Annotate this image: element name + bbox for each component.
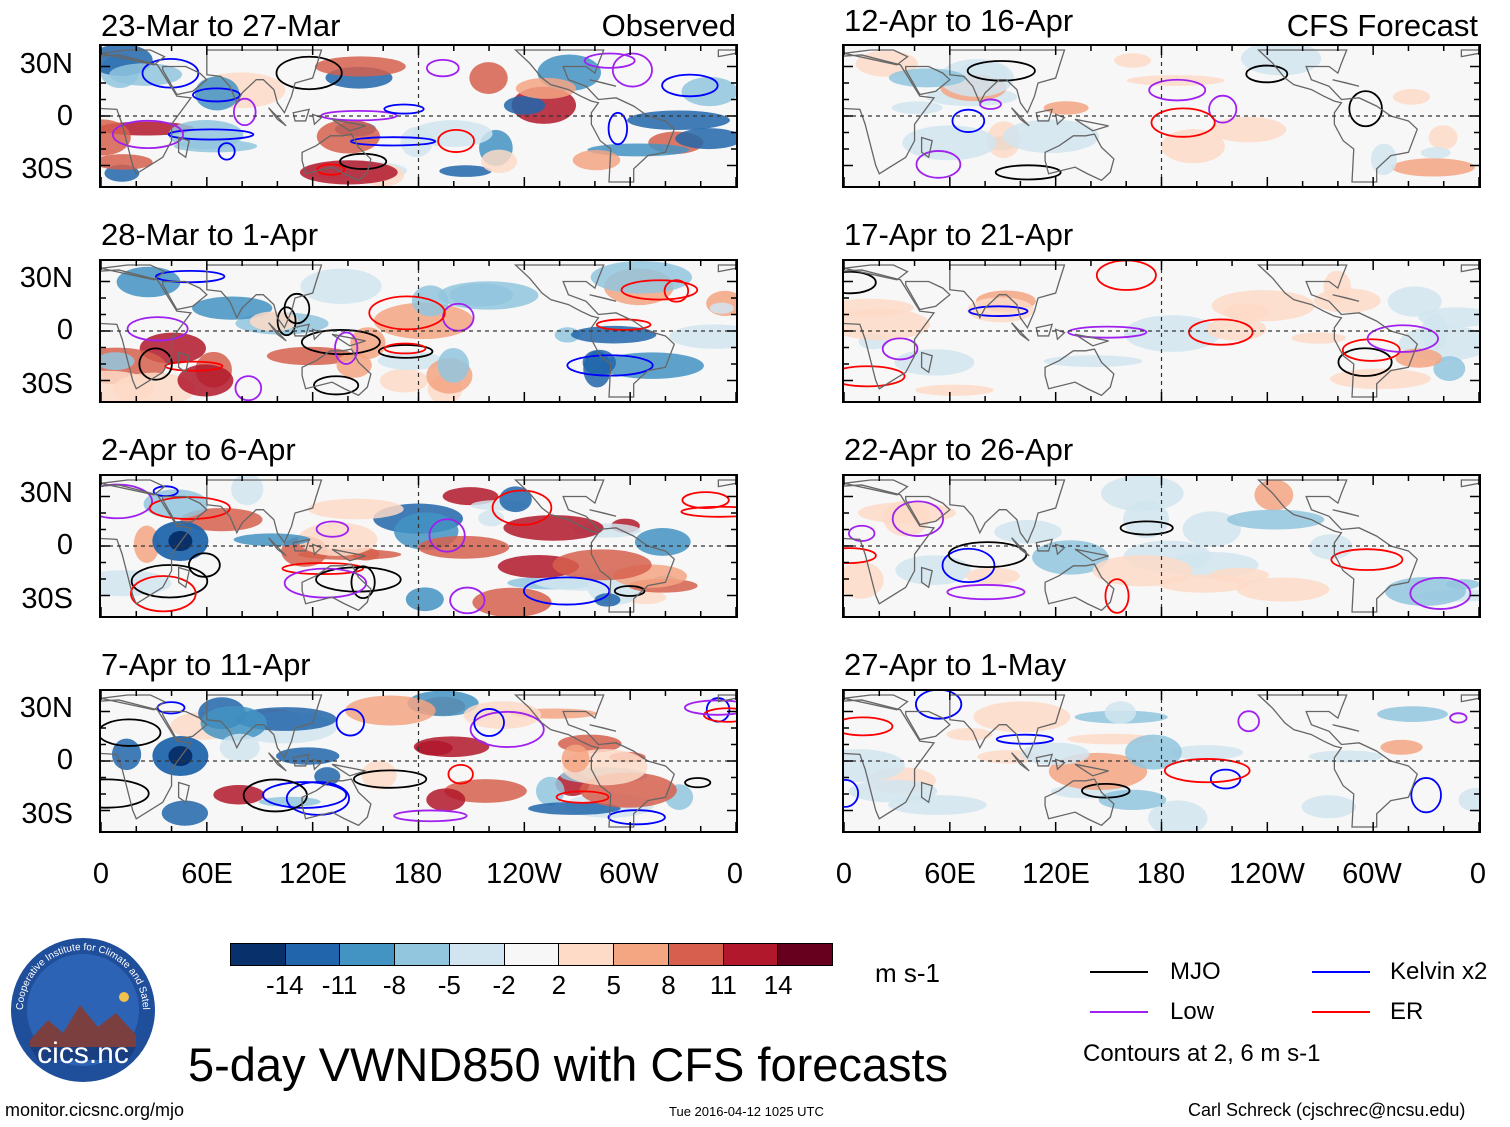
- colorbar-swatch: [449, 944, 505, 965]
- panel-title-fcst-2: 17-Apr to 21-Apr: [844, 217, 1074, 252]
- lon-label: 180: [1136, 858, 1186, 890]
- colorbar-tick-label: 8: [661, 970, 676, 1000]
- lon-label: 0: [1469, 858, 1487, 890]
- colorbar-tick-label: -14: [266, 970, 304, 1000]
- colorbar-tick-label: 14: [763, 970, 793, 1000]
- colorbar-tick-label: 11: [709, 970, 737, 1000]
- colorbar-swatch: [559, 944, 615, 965]
- lat-label-30s: 30S: [21, 368, 73, 400]
- legend-note: Contours at 2, 6 m s-1: [1083, 1040, 1321, 1067]
- lat-label-30n: 30N: [19, 477, 73, 509]
- lon-label: 60W: [1342, 858, 1402, 890]
- map-panel-fcst-4: [842, 689, 1481, 833]
- colorbar-tick-label: 2: [551, 970, 567, 1000]
- lat-label-30n: 30N: [19, 262, 73, 294]
- map-panel-fcst-1: [842, 44, 1481, 188]
- colorbar-swatch: [723, 944, 779, 965]
- colorbar-swatch: [285, 944, 341, 965]
- lon-label: 120E: [1022, 858, 1090, 890]
- colorbar-tick-label: -2: [492, 970, 516, 1000]
- colorbar-swatch: [614, 944, 669, 965]
- colorbar-swatch: [231, 944, 286, 965]
- colorbar-swatch: [668, 944, 724, 965]
- lon-label: 120E: [279, 858, 347, 890]
- legend-label-kelvin: Kelvin x2: [1390, 958, 1488, 985]
- lon-label: 0: [726, 858, 744, 890]
- panel-title-obs-1: 23-Mar to 27-Mar: [101, 8, 341, 43]
- lat-label-30n: 30N: [19, 48, 73, 80]
- map-panel-obs-2: [99, 259, 738, 403]
- lat-label-eq: 0: [56, 314, 73, 346]
- lon-label: 0: [92, 858, 110, 890]
- lon-label: 60E: [924, 858, 976, 890]
- footer-timestamp: Tue 2016-04-12 1025 UTC: [669, 1104, 824, 1119]
- forecast-header: CFS Forecast: [1286, 8, 1478, 43]
- lat-label-30s: 30S: [21, 153, 73, 185]
- lon-label: 60E: [181, 858, 233, 890]
- footer-url: monitor.cicsnc.org/mjo: [5, 1100, 185, 1120]
- lon-label: 60W: [599, 858, 659, 890]
- lat-label-eq: 0: [56, 100, 73, 132]
- map-panel-obs-4: [99, 689, 738, 833]
- lon-label: 180: [393, 858, 443, 890]
- legend-line-kelvin: [1312, 971, 1370, 973]
- colorbar-tick-label: -11: [321, 970, 358, 1000]
- colorbar-swatch: [340, 944, 396, 965]
- map-panel-fcst-2: [842, 259, 1481, 403]
- legend-line-low: [1090, 1011, 1148, 1013]
- logo-text: cics.nc: [37, 1037, 129, 1070]
- colorbar-swatch: [778, 944, 833, 965]
- map-panel-obs-3: [99, 474, 738, 618]
- panel-title-obs-2: 28-Mar to 1-Apr: [101, 217, 319, 252]
- lon-label: 120W: [1229, 858, 1305, 890]
- footer-credit: Carl Schreck (cjschrec@ncsu.edu): [1188, 1100, 1466, 1120]
- panel-title-fcst-1: 12-Apr to 16-Apr: [844, 3, 1074, 38]
- legend-label-mjo: MJO: [1170, 958, 1221, 985]
- legend-label-er: ER: [1390, 998, 1424, 1025]
- lat-label-30s: 30S: [21, 583, 73, 615]
- lat-label-eq: 0: [56, 744, 73, 776]
- lat-label-30n: 30N: [19, 692, 73, 724]
- lat-label-30s: 30S: [21, 798, 73, 830]
- colorbar-tick-label: -5: [437, 970, 461, 1000]
- lat-label-eq: 0: [56, 529, 73, 561]
- observed-header: Observed: [601, 8, 736, 43]
- colorbar-swatch: [504, 944, 560, 965]
- panel-title-obs-3: 2-Apr to 6-Apr: [101, 432, 296, 467]
- legend-label-low: Low: [1170, 998, 1215, 1025]
- map-panel-obs-1: [99, 44, 738, 188]
- lon-label: 0: [835, 858, 853, 890]
- legend-line-er: [1312, 1011, 1370, 1013]
- colorbar-tick-label: -8: [382, 970, 407, 1000]
- panel-title-fcst-3: 22-Apr to 26-Apr: [844, 432, 1074, 467]
- lon-label: 120W: [486, 858, 562, 890]
- legend-line-mjo: [1090, 971, 1148, 973]
- figure-title: 5-day VWND850 with CFS forecasts: [188, 1038, 949, 1091]
- map-panel-fcst-3: [842, 474, 1481, 618]
- colorbar-swatch: [395, 944, 450, 965]
- panel-title-obs-4: 7-Apr to 11-Apr: [101, 647, 311, 682]
- colorbar-units: m s-1: [875, 958, 940, 988]
- cicsnc-logo: Cooperative Institute for Climate and Sa…: [5, 927, 158, 1085]
- colorbar-tick-label: 5: [606, 970, 621, 1000]
- colorbar: [230, 943, 833, 966]
- panel-title-fcst-4: 27-Apr to 1-May: [844, 647, 1067, 682]
